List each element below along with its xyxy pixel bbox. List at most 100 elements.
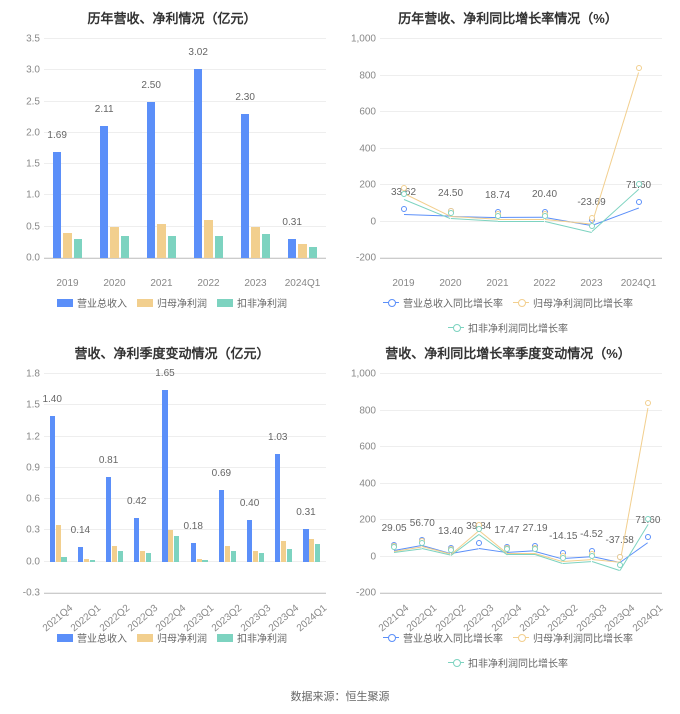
line-marker <box>419 540 425 546</box>
legend-swatch <box>217 299 233 307</box>
bar <box>162 390 167 562</box>
line-segment <box>498 221 545 222</box>
y-tick-label: 1,000 <box>346 34 376 45</box>
bar <box>90 560 95 562</box>
x-tick-label: 2021 <box>150 278 172 289</box>
y-tick-label: 400 <box>346 478 376 489</box>
y-tick-label: 3.5 <box>10 34 40 45</box>
line-marker <box>617 554 623 560</box>
y-tick-label: 1.5 <box>10 159 40 170</box>
bar <box>157 224 165 258</box>
y-tick-label: 0.5 <box>10 221 40 232</box>
y-tick-label: 3.0 <box>10 65 40 76</box>
value-label: 13.40 <box>438 526 463 537</box>
line-marker <box>617 562 623 568</box>
y-tick-label: 1.2 <box>10 431 40 442</box>
line-marker <box>589 223 595 229</box>
legend: 营业总收入同比增长率归母净利润同比增长率扣非净利润同比增长率 <box>344 630 672 670</box>
legend: 营业总收入同比增长率归母净利润同比增长率扣非净利润同比增长率 <box>344 295 672 335</box>
legend-swatch <box>57 299 73 307</box>
chart-title: 营收、净利同比增长率季度变动情况（%） <box>344 343 672 362</box>
bar <box>78 547 83 562</box>
value-label: 0.81 <box>99 455 118 466</box>
bar <box>56 525 61 561</box>
chart-panel-1: 历年营收、净利同比增长率情况（%）-20002004006008001,0003… <box>344 8 672 335</box>
value-label: 0.18 <box>183 521 202 532</box>
line-marker <box>476 540 482 546</box>
bar <box>215 236 223 258</box>
bar <box>84 559 89 562</box>
y-tick-label: -200 <box>346 253 376 264</box>
bar <box>140 551 145 561</box>
line-marker <box>589 553 595 559</box>
bar <box>298 244 306 258</box>
legend-swatch <box>217 634 233 642</box>
y-tick-label: 0 <box>346 551 376 562</box>
x-tick-label: 2020 <box>103 278 125 289</box>
bar <box>191 543 196 562</box>
x-tick-label: 2024Q1 <box>621 278 657 289</box>
legend-swatch <box>448 327 464 328</box>
bar <box>309 539 314 562</box>
chart-area: 0.00.51.01.52.02.53.03.51.692.112.503.02… <box>44 39 326 289</box>
legend-item: 扣非净利润 <box>217 630 287 645</box>
legend: 营业总收入归母净利润扣非净利润 <box>8 630 336 645</box>
legend-label: 营业总收入 <box>77 295 127 310</box>
chart-area: -0.30.00.30.60.91.21.51.81.400.140.810.4… <box>44 374 326 624</box>
bar <box>315 544 320 562</box>
chart-title: 营收、净利季度变动情况（亿元） <box>8 343 336 362</box>
legend-item: 营业总收入 <box>57 295 127 310</box>
data-source: 数据来源：恒生聚源 <box>0 678 680 714</box>
bar <box>168 236 176 258</box>
line-plot: -20002004006008001,00029.0556.7013.4039.… <box>380 374 662 594</box>
bar <box>253 551 258 561</box>
y-tick-label: 0.0 <box>10 253 40 264</box>
value-label: 24.50 <box>438 188 463 199</box>
bar <box>63 233 71 258</box>
line-marker <box>401 191 407 197</box>
line-segment <box>450 534 479 556</box>
legend-swatch <box>513 637 529 638</box>
y-tick-label: 400 <box>346 143 376 154</box>
chart-area: -20002004006008001,00033.6224.5018.7420.… <box>380 39 662 289</box>
line-segment <box>619 525 648 571</box>
line-marker <box>560 555 566 561</box>
legend-swatch <box>383 302 399 303</box>
legend-swatch <box>383 637 399 638</box>
line-plot: -20002004006008001,00033.6224.5018.7420.… <box>380 39 662 259</box>
line-marker <box>636 199 642 205</box>
value-label: 2.50 <box>141 80 160 91</box>
x-tick-label: 2023 <box>580 278 602 289</box>
value-label: 29.05 <box>382 523 407 534</box>
value-label: 56.70 <box>410 518 435 529</box>
x-tick-label: 2019 <box>56 278 78 289</box>
legend-label: 归母净利润 <box>157 630 207 645</box>
bar <box>112 546 117 562</box>
bar <box>231 551 236 561</box>
y-tick-label: 0.6 <box>10 494 40 505</box>
legend-label: 归母净利润 <box>157 295 207 310</box>
bar <box>146 553 151 561</box>
bar-plot: -0.30.00.30.60.91.21.51.81.400.140.810.4… <box>44 374 326 594</box>
legend-swatch <box>448 662 464 663</box>
bar <box>202 560 207 562</box>
bar <box>147 102 155 258</box>
value-label: 0.42 <box>127 496 146 507</box>
line-marker <box>448 210 454 216</box>
line-marker <box>645 534 651 540</box>
bar <box>251 227 259 258</box>
legend-item: 归母净利润同比增长率 <box>513 295 633 310</box>
x-tick-label: 2019 <box>392 278 414 289</box>
y-tick-label: 0 <box>346 216 376 227</box>
x-tick-label: 2020 <box>439 278 461 289</box>
chart-panel-2: 营收、净利季度变动情况（亿元） -0.30.00.30.60.91.21.51.8… <box>8 343 336 670</box>
legend-item: 营业总收入同比增长率 <box>383 295 503 310</box>
chart-area: -20002004006008001,00029.0556.7013.4039.… <box>380 374 662 624</box>
line-segment <box>478 534 507 555</box>
y-tick-label: 600 <box>346 442 376 453</box>
legend: 营业总收入归母净利润扣非净利润 <box>8 295 336 310</box>
line-marker <box>401 206 407 212</box>
y-tick-label: -200 <box>346 588 376 599</box>
bar <box>197 559 202 562</box>
legend-label: 营业总收入同比增长率 <box>403 295 503 310</box>
